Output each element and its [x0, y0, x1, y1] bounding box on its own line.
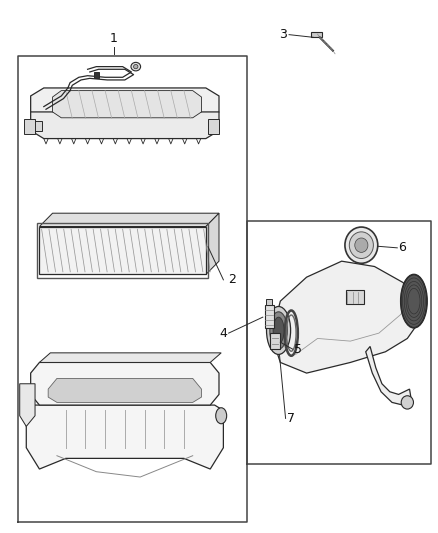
- Polygon shape: [31, 88, 219, 120]
- Ellipse shape: [134, 64, 138, 69]
- Text: 1: 1: [110, 33, 118, 45]
- Ellipse shape: [401, 395, 413, 409]
- Polygon shape: [31, 112, 219, 139]
- Polygon shape: [366, 346, 412, 405]
- Bar: [24, 119, 35, 134]
- Text: 5: 5: [294, 343, 302, 356]
- Bar: [39, 227, 206, 274]
- Polygon shape: [272, 261, 420, 373]
- Ellipse shape: [215, 408, 227, 424]
- Polygon shape: [26, 405, 223, 469]
- Bar: [265, 305, 274, 328]
- Polygon shape: [39, 213, 219, 227]
- Polygon shape: [206, 213, 219, 274]
- Ellipse shape: [355, 238, 368, 253]
- Bar: [346, 290, 364, 304]
- Bar: [270, 333, 280, 349]
- Bar: [37, 223, 208, 278]
- Bar: [311, 32, 322, 37]
- Text: 7: 7: [287, 412, 295, 425]
- Polygon shape: [39, 353, 221, 362]
- Polygon shape: [53, 91, 201, 118]
- Bar: [31, 121, 42, 131]
- Ellipse shape: [345, 227, 378, 263]
- Bar: [94, 72, 99, 78]
- Text: 6: 6: [399, 241, 406, 254]
- Polygon shape: [48, 378, 201, 402]
- Ellipse shape: [266, 306, 291, 354]
- Ellipse shape: [349, 232, 373, 259]
- Ellipse shape: [270, 312, 287, 349]
- Polygon shape: [20, 384, 35, 426]
- Text: 3: 3: [279, 28, 287, 41]
- Bar: [266, 299, 272, 305]
- Polygon shape: [31, 362, 219, 405]
- Ellipse shape: [401, 274, 427, 328]
- Ellipse shape: [273, 317, 284, 344]
- Bar: [208, 119, 219, 134]
- Text: 4: 4: [219, 327, 227, 340]
- Ellipse shape: [131, 62, 141, 71]
- Text: 2: 2: [228, 273, 236, 286]
